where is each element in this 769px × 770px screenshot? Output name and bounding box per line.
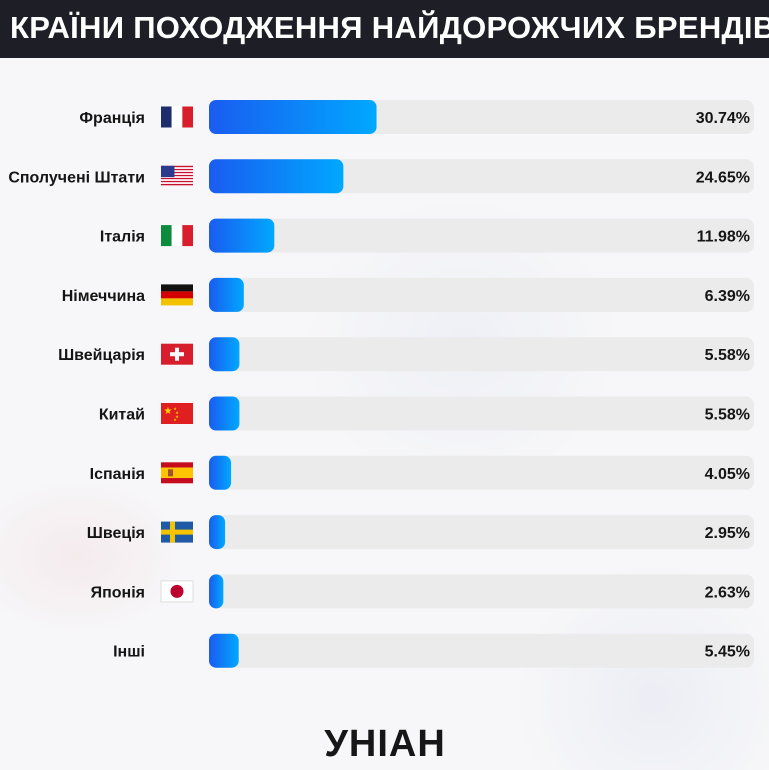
bar: [209, 396, 240, 431]
bar: [209, 159, 344, 194]
category-label: Швеція: [87, 525, 145, 542]
value-label: 5.58%: [705, 347, 750, 364]
value-label: 11.98%: [697, 229, 750, 246]
uniain-logo: УНІАН: [324, 723, 446, 765]
bar-track: [209, 633, 754, 668]
value-label: 5.45%: [705, 644, 750, 661]
bar-track: [209, 337, 754, 372]
category-label: Франція: [79, 110, 145, 127]
category-label: Сполучені Штати: [8, 169, 145, 186]
bar-track: [209, 218, 754, 253]
category-label: Швейцарія: [58, 347, 145, 364]
japan-flag-icon: [160, 580, 194, 603]
bar-track: [209, 159, 754, 194]
bar: [209, 633, 239, 668]
italy-flag-icon: [161, 225, 193, 247]
bar: [209, 574, 224, 609]
value-label: 5.58%: [705, 407, 750, 424]
bar: [209, 515, 226, 550]
value-label: 30.74%: [696, 110, 750, 127]
value-label: 2.95%: [705, 525, 750, 542]
category-label: Японія: [91, 584, 145, 601]
bar-track: [209, 277, 754, 312]
category-label: Іспанія: [90, 466, 145, 483]
spain-flag-icon: [161, 462, 193, 484]
category-label: Німеччина: [62, 288, 145, 305]
svg-text:★: ★: [173, 417, 177, 422]
bar: [209, 218, 275, 253]
bar: [209, 337, 240, 372]
bar: [209, 277, 244, 312]
germany-flag-icon: [161, 284, 193, 306]
category-label: Китай: [99, 407, 145, 424]
value-label: 24.65%: [696, 169, 750, 186]
bar-track: [209, 515, 754, 550]
france-flag-icon: [161, 106, 193, 128]
category-label: Інші: [113, 644, 145, 661]
bar: [209, 455, 232, 490]
value-label: 6.39%: [705, 288, 750, 305]
svg-text:★: ★: [175, 410, 179, 415]
category-label: Італія: [100, 229, 145, 246]
bar: [209, 100, 377, 134]
value-label: 4.05%: [705, 466, 750, 483]
bar-track: [209, 396, 754, 431]
title-banner: КРАЇНИ ПОХОДЖЕННЯ НАЙДОРОЖЧИХ БРЕНДІВ: [0, 0, 769, 58]
svg-text:★: ★: [175, 414, 179, 419]
value-label: 2.63%: [705, 584, 750, 601]
svg-text:★: ★: [173, 406, 177, 411]
china-flag-icon: ★ ★★★★: [161, 403, 193, 424]
bar-track: [209, 574, 754, 609]
sweden-flag-icon: [161, 521, 193, 543]
switzerland-flag-icon: [161, 343, 193, 365]
chart-title: КРАЇНИ ПОХОДЖЕННЯ НАЙДОРОЖЧИХ БРЕНДІВ: [10, 10, 769, 45]
usa-flag-icon: [161, 165, 193, 186]
svg-text:★: ★: [164, 406, 173, 417]
bar-track: [209, 455, 754, 490]
